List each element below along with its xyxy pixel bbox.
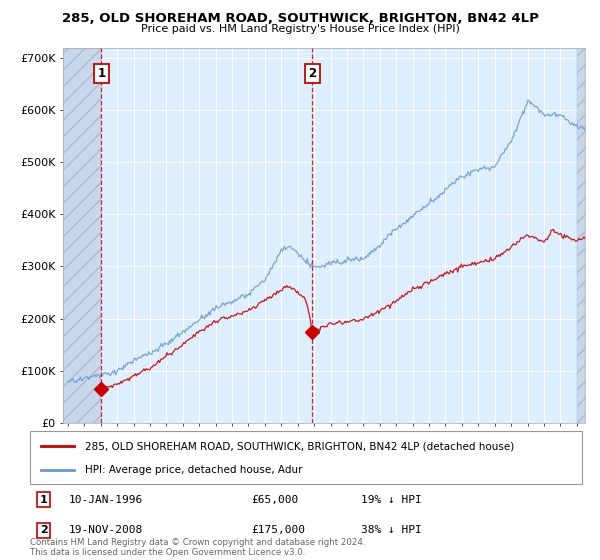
Bar	[63, 48, 101, 423]
Text: £175,000: £175,000	[251, 525, 305, 535]
Text: 19% ↓ HPI: 19% ↓ HPI	[361, 494, 422, 505]
Text: 10-JAN-1996: 10-JAN-1996	[68, 494, 143, 505]
Text: 285, OLD SHOREHAM ROAD, SOUTHWICK, BRIGHTON, BN42 4LP: 285, OLD SHOREHAM ROAD, SOUTHWICK, BRIGH…	[62, 12, 538, 25]
Text: Contains HM Land Registry data © Crown copyright and database right 2024.
This d: Contains HM Land Registry data © Crown c…	[30, 538, 365, 557]
Text: £65,000: £65,000	[251, 494, 298, 505]
FancyBboxPatch shape	[30, 431, 582, 484]
Text: 285, OLD SHOREHAM ROAD, SOUTHWICK, BRIGHTON, BN42 4LP (detached house): 285, OLD SHOREHAM ROAD, SOUTHWICK, BRIGH…	[85, 441, 514, 451]
Text: HPI: Average price, detached house, Adur: HPI: Average price, detached house, Adur	[85, 464, 303, 474]
Bar	[577, 48, 585, 423]
Text: Price paid vs. HM Land Registry's House Price Index (HPI): Price paid vs. HM Land Registry's House …	[140, 24, 460, 34]
Text: 1: 1	[97, 67, 106, 80]
Text: 2: 2	[40, 525, 47, 535]
Text: 19-NOV-2008: 19-NOV-2008	[68, 525, 143, 535]
Text: 1: 1	[40, 494, 47, 505]
Text: 2: 2	[308, 67, 316, 80]
Text: 38% ↓ HPI: 38% ↓ HPI	[361, 525, 422, 535]
